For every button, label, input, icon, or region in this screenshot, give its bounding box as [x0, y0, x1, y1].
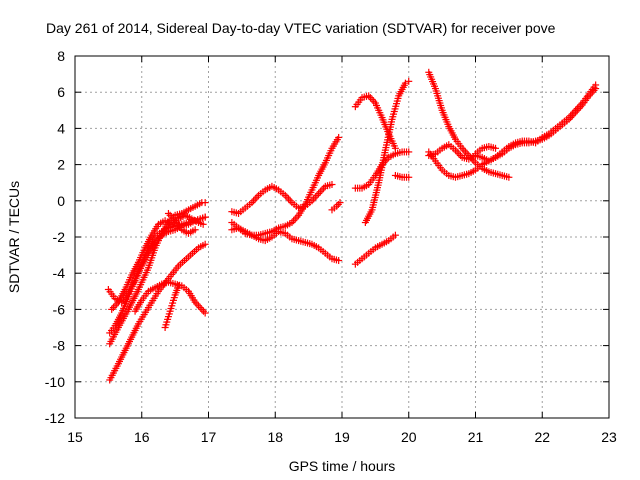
y-tick-label: 4: [57, 120, 65, 136]
data-point: [335, 133, 343, 141]
data-point: [316, 188, 324, 196]
data-point: [366, 94, 374, 102]
data-point: [201, 213, 209, 221]
data-point: [196, 304, 204, 312]
y-tick-label: 2: [57, 157, 65, 173]
data-point: [174, 282, 182, 290]
x-tick-label: 19: [334, 429, 350, 445]
data-point: [251, 195, 259, 203]
data-point: [108, 305, 116, 313]
x-tick-label: 17: [201, 429, 217, 445]
y-tick-label: 6: [57, 84, 65, 100]
data-point: [199, 307, 207, 315]
data-point: [285, 195, 293, 203]
data-point: [405, 77, 413, 85]
data-point: [283, 193, 291, 201]
x-tick-label: 15: [67, 429, 83, 445]
data-point: [405, 148, 413, 156]
data-point: [461, 148, 469, 156]
x-tick-label: 20: [401, 429, 417, 445]
data-point: [253, 193, 261, 201]
data-point: [191, 226, 199, 234]
data-point: [201, 309, 209, 317]
data-point: [568, 110, 576, 118]
x-tick-label: 23: [601, 429, 617, 445]
chart-title: Day 261 of 2014, Sidereal Day-to-day VTE…: [46, 20, 556, 36]
data-point: [313, 191, 321, 199]
data-point: [336, 199, 344, 207]
y-tick-label: 0: [57, 193, 65, 209]
x-tick-label: 18: [267, 429, 283, 445]
data-point: [250, 197, 258, 205]
data-point: [570, 108, 578, 116]
data-point: [592, 81, 600, 89]
y-tick-label: -2: [53, 229, 66, 245]
data-point: [328, 181, 336, 189]
data-point: [111, 302, 119, 310]
data-points: [104, 68, 600, 384]
data-point: [201, 199, 209, 207]
y-tick-label: -8: [53, 338, 66, 354]
data-point: [455, 150, 463, 158]
data-point: [315, 190, 323, 198]
data-point: [572, 106, 580, 114]
x-tick-label: 16: [134, 429, 150, 445]
data-point: [405, 173, 413, 181]
data-point: [201, 240, 209, 248]
data-point: [460, 146, 468, 154]
data-point: [199, 220, 207, 228]
data-point: [291, 215, 299, 223]
data-point: [492, 144, 500, 152]
data-point: [334, 200, 342, 208]
y-tick-label: -4: [53, 265, 66, 281]
y-tick-label: -10: [45, 374, 65, 390]
data-point: [198, 305, 206, 313]
data-point: [573, 104, 581, 112]
y-tick-label: 8: [57, 48, 65, 64]
data-point: [391, 231, 399, 239]
data-point: [318, 186, 326, 194]
data-point: [310, 195, 318, 203]
data-point: [164, 209, 172, 217]
y-tick-label: -6: [53, 301, 66, 317]
data-point: [286, 197, 294, 205]
data-point: [453, 148, 461, 156]
plot-frame: [74, 55, 610, 419]
data-point: [194, 302, 202, 310]
data-point: [505, 173, 513, 181]
data-point: [567, 112, 575, 120]
data-point: [166, 211, 174, 219]
data-point: [575, 103, 583, 111]
x-tick-label: 21: [468, 429, 484, 445]
x-axis-label: GPS time / hours: [289, 458, 396, 474]
data-point: [391, 144, 399, 152]
grid-lines: [75, 56, 609, 418]
data-point: [335, 257, 343, 265]
y-tick-label: -12: [45, 410, 65, 426]
data-point: [109, 304, 117, 312]
x-tick-label: 22: [534, 429, 550, 445]
y-axis-label: SDTVAR / TECUs: [6, 181, 22, 293]
